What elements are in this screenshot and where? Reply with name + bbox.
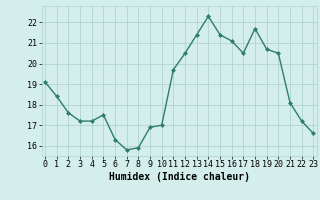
X-axis label: Humidex (Indice chaleur): Humidex (Indice chaleur) xyxy=(109,172,250,182)
